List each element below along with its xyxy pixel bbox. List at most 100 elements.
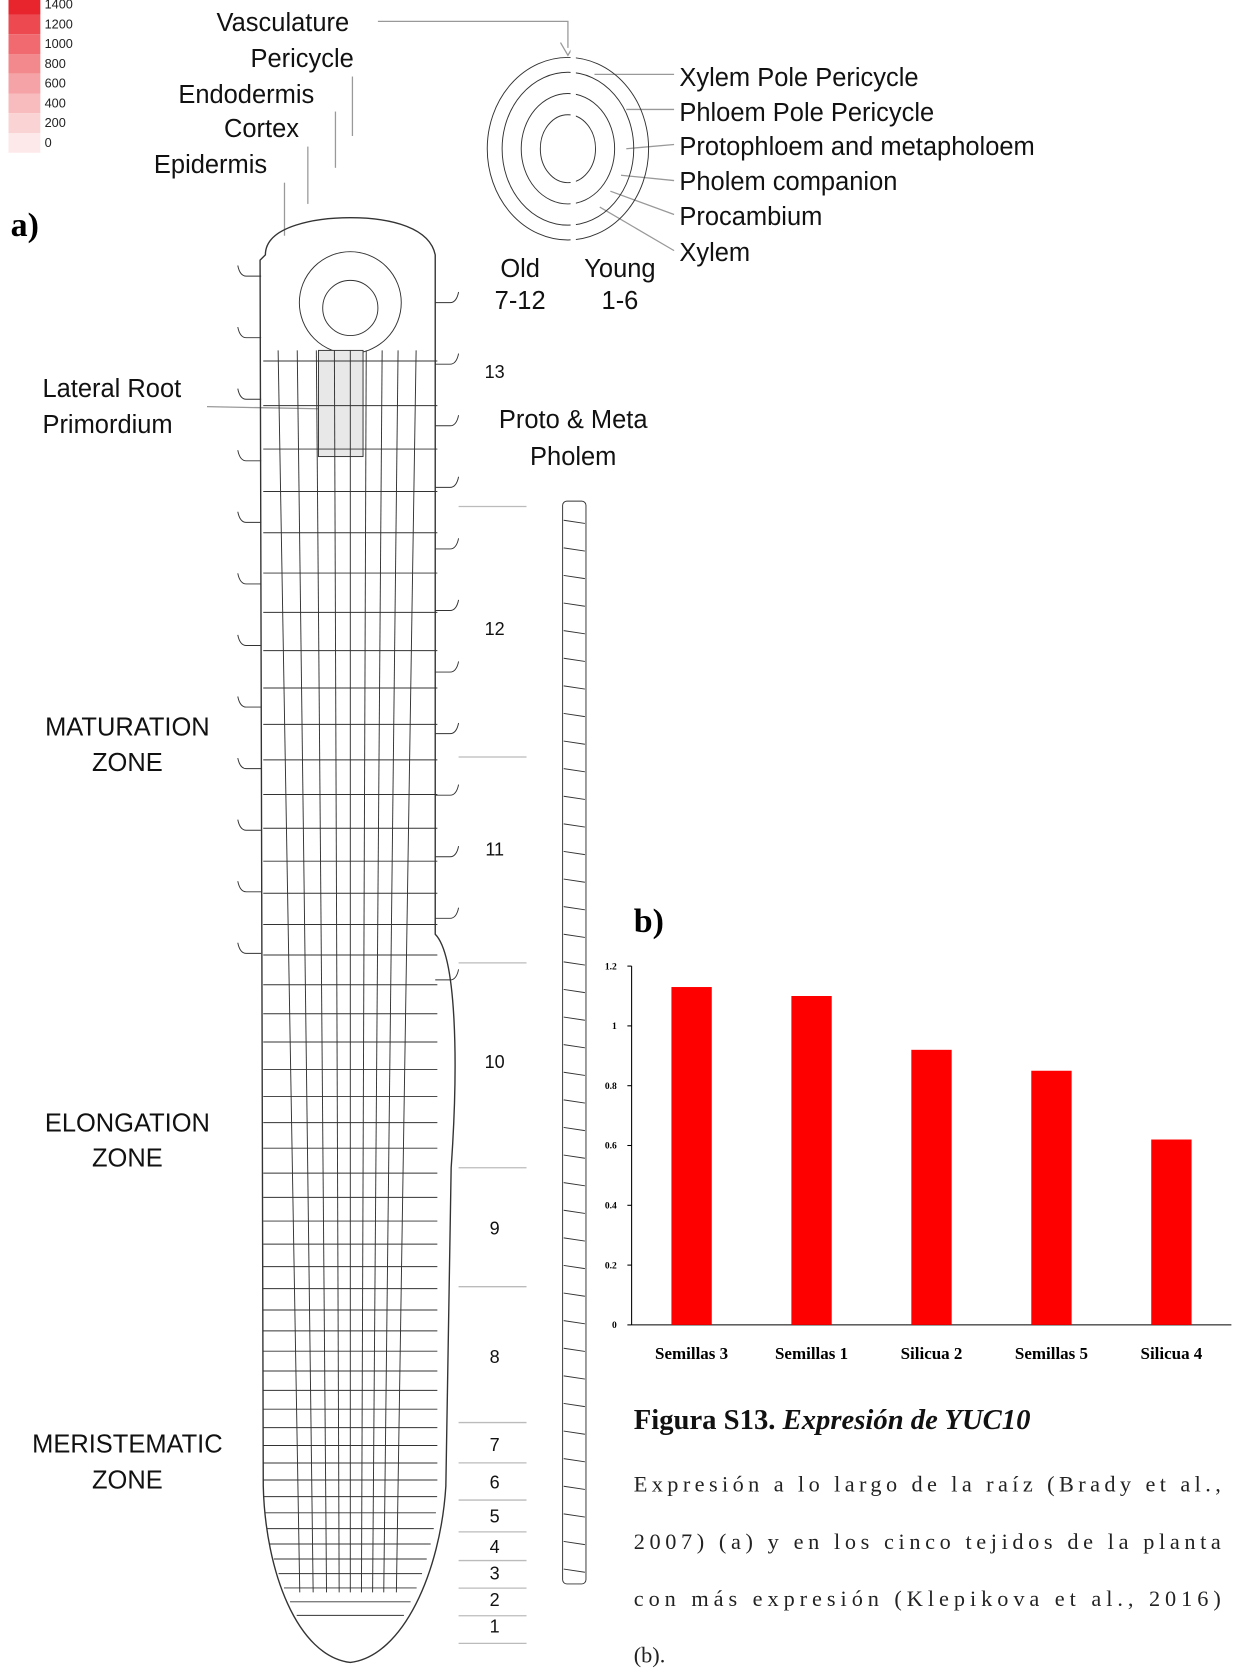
section-number: 6 bbox=[490, 1472, 500, 1492]
phloem-strip bbox=[563, 501, 586, 1584]
section-number: 2 bbox=[490, 1590, 500, 1610]
bar bbox=[1031, 1071, 1071, 1325]
cross-section bbox=[487, 32, 648, 246]
color-swatch bbox=[8, 94, 40, 114]
phloem-cell bbox=[564, 1293, 585, 1296]
x-tick-label: Silicua 4 bbox=[1141, 1344, 1203, 1363]
color-swatch bbox=[8, 54, 40, 74]
phloem-cell bbox=[564, 1376, 585, 1379]
phloem-cell bbox=[564, 824, 585, 827]
zone-label: ZONE bbox=[92, 1466, 163, 1494]
leader-line bbox=[378, 21, 568, 48]
phloem-cell bbox=[564, 548, 585, 551]
tissue-label: Pericycle bbox=[251, 45, 354, 73]
root-top-ring bbox=[323, 280, 378, 335]
cross-section-ring bbox=[521, 94, 614, 204]
tissue-label: Epidermis bbox=[154, 151, 267, 179]
tissue-label: Cortex bbox=[224, 115, 299, 143]
y-tick-label: 0.2 bbox=[605, 1260, 617, 1271]
phloem-cell bbox=[564, 741, 585, 744]
tissue-label: Endodermis bbox=[178, 81, 314, 109]
color-swatch bbox=[8, 133, 40, 153]
x-tick-label: Semillas 1 bbox=[775, 1344, 848, 1363]
x-tick-label: Semillas 3 bbox=[655, 1344, 728, 1363]
cell-file bbox=[316, 350, 326, 1592]
caption-body: Expresión a lo largo de la raíz (Brady e… bbox=[634, 1472, 1221, 1668]
y-tick-label: 0.8 bbox=[605, 1081, 617, 1092]
leader-line bbox=[600, 207, 674, 251]
root-hair bbox=[238, 635, 261, 646]
phloem-cell bbox=[564, 1238, 585, 1241]
tissue-label: Vasculature bbox=[217, 9, 350, 37]
root-hair bbox=[238, 943, 261, 954]
root-hair bbox=[238, 327, 261, 338]
root-hair bbox=[238, 696, 261, 707]
root-hair bbox=[435, 292, 458, 303]
caption-line: Expresión a lo largo de la raíz (Brady e… bbox=[634, 1472, 1221, 1497]
cell-file bbox=[373, 350, 383, 1592]
phloem-cell bbox=[564, 962, 585, 965]
section-number: 8 bbox=[490, 1347, 500, 1367]
caption-line: 2007) (a) y en los cinco tejidos de la p… bbox=[634, 1529, 1221, 1554]
root-hair bbox=[238, 820, 261, 831]
phloem-cell bbox=[564, 851, 585, 854]
color-swatch bbox=[8, 0, 40, 15]
root-hair bbox=[238, 758, 261, 769]
age-label: 7-12 bbox=[495, 287, 546, 315]
color-swatch bbox=[8, 15, 40, 35]
color-scale-label: 0 bbox=[45, 135, 52, 150]
y-tick-label: 0 bbox=[612, 1320, 617, 1331]
phloem-cell bbox=[564, 1127, 585, 1130]
caption-title: Figura S13. Expresión de YUC10 bbox=[634, 1404, 1031, 1436]
root-hair bbox=[238, 265, 261, 276]
color-swatch bbox=[8, 74, 40, 94]
phloem-cell bbox=[564, 907, 585, 910]
section-number: 4 bbox=[490, 1537, 500, 1557]
leader-lines bbox=[207, 21, 674, 408]
root-hair bbox=[238, 573, 261, 584]
zone-label: MERISTEMATIC bbox=[32, 1430, 223, 1458]
phloem-cell bbox=[564, 1072, 585, 1075]
chart-title: b) bbox=[634, 903, 664, 940]
color-scale-label: 200 bbox=[45, 115, 66, 130]
phloem-cell bbox=[564, 1514, 585, 1517]
root-hair bbox=[435, 908, 458, 919]
cross-section-outline bbox=[487, 57, 648, 240]
phloem-cell bbox=[564, 879, 585, 882]
root-hair bbox=[238, 389, 261, 400]
root-hair bbox=[435, 723, 458, 734]
phloem-cell bbox=[564, 769, 585, 772]
phloem-cell bbox=[564, 1017, 585, 1020]
section-number: 12 bbox=[485, 619, 505, 639]
phloem-cell bbox=[564, 520, 585, 523]
phloem-cell bbox=[564, 658, 585, 661]
root-hair bbox=[435, 354, 458, 365]
phloem-cell bbox=[564, 1210, 585, 1213]
color-scale-label: 1000 bbox=[45, 36, 73, 51]
caption-line: (b). bbox=[634, 1642, 666, 1667]
cell-file bbox=[278, 350, 300, 1592]
phloem-cell bbox=[564, 713, 585, 716]
cross-section-label: Phloem Pole Pericycle bbox=[679, 99, 934, 127]
figure: a) Vasculature Pericycle Endodermis Cort… bbox=[0, 0, 1242, 1670]
phloem-cell bbox=[564, 1459, 585, 1462]
zone-label: ZONE bbox=[92, 1145, 163, 1173]
cell-file bbox=[334, 350, 339, 1592]
phloem-cell bbox=[564, 631, 585, 634]
section-number: 1 bbox=[490, 1617, 500, 1637]
y-tick-label: 1.2 bbox=[605, 961, 617, 972]
caption-subtitle: Expresión de YUC10 bbox=[782, 1404, 1031, 1436]
phloem-cell bbox=[564, 1486, 585, 1489]
caption-title-text: Figura S13. bbox=[634, 1404, 776, 1436]
root-top-ring bbox=[299, 252, 401, 354]
lateral-root-label: Lateral Root bbox=[42, 375, 181, 403]
leader-line bbox=[207, 407, 318, 409]
phloem-cell bbox=[564, 603, 585, 606]
cell-file bbox=[297, 350, 313, 1592]
section-number: 5 bbox=[490, 1506, 500, 1526]
color-scale-label: 800 bbox=[45, 56, 66, 71]
bar bbox=[911, 1050, 951, 1325]
cross-section-label: Xylem bbox=[679, 239, 750, 267]
root-hair bbox=[435, 600, 458, 611]
section-number: 3 bbox=[490, 1564, 500, 1584]
